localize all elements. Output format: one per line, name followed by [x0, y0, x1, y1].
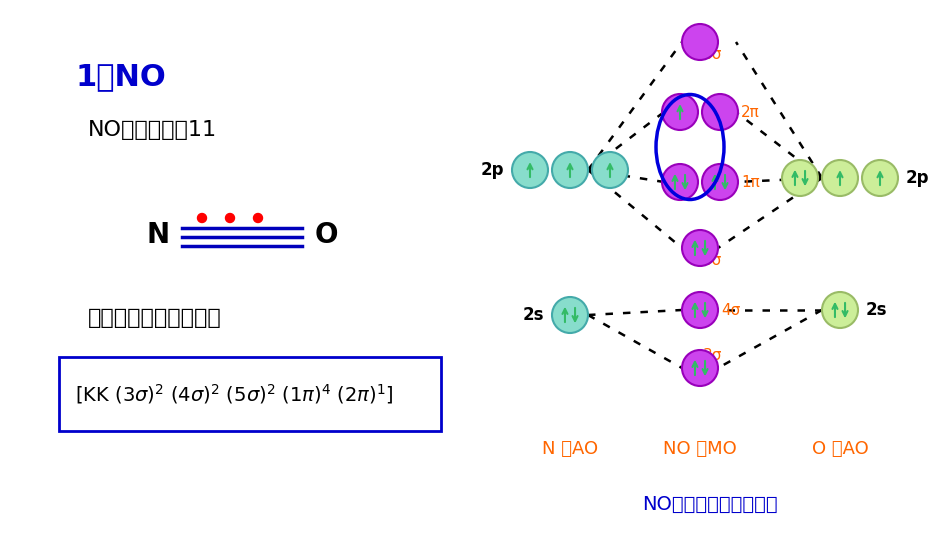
Text: 2s: 2s	[522, 306, 544, 324]
Circle shape	[552, 297, 588, 333]
Circle shape	[862, 160, 898, 196]
Text: 分子轨道表示式如下：: 分子轨道表示式如下：	[88, 308, 221, 328]
Text: NO 的MO: NO 的MO	[663, 440, 737, 458]
Circle shape	[682, 292, 718, 328]
Text: 4σ: 4σ	[721, 302, 740, 317]
Circle shape	[552, 152, 588, 188]
Text: 2p: 2p	[906, 169, 929, 187]
Text: NO分子轨道的能级示意: NO分子轨道的能级示意	[642, 495, 778, 514]
Text: 2p: 2p	[481, 161, 504, 179]
Circle shape	[662, 164, 698, 200]
Circle shape	[822, 292, 858, 328]
Text: $[\mathrm{KK}\ (3\sigma)^2\ (4\sigma)^2\ (5\sigma)^2\ (1\pi)^4\ (2\pi)^1]$: $[\mathrm{KK}\ (3\sigma)^2\ (4\sigma)^2\…	[75, 382, 393, 406]
Circle shape	[682, 350, 718, 386]
Text: 1．NO: 1．NO	[75, 62, 165, 91]
Text: 5σ: 5σ	[703, 253, 722, 268]
Text: 2π: 2π	[741, 104, 760, 119]
Circle shape	[662, 94, 698, 130]
Circle shape	[702, 164, 738, 200]
Circle shape	[682, 24, 718, 60]
Text: 1π: 1π	[741, 174, 760, 189]
Text: 2s: 2s	[866, 301, 887, 319]
Circle shape	[682, 230, 718, 266]
Circle shape	[822, 160, 858, 196]
Text: N: N	[147, 221, 170, 249]
Text: O 的AO: O 的AO	[811, 440, 868, 458]
Circle shape	[702, 94, 738, 130]
Text: 6σ: 6σ	[703, 47, 723, 62]
Circle shape	[512, 152, 548, 188]
Circle shape	[254, 213, 262, 223]
Circle shape	[592, 152, 628, 188]
Text: O: O	[315, 221, 338, 249]
Text: NO价电子数为11: NO价电子数为11	[88, 120, 218, 140]
Text: 3σ: 3σ	[703, 348, 723, 363]
Circle shape	[225, 213, 235, 223]
Circle shape	[782, 160, 818, 196]
FancyBboxPatch shape	[59, 357, 441, 431]
Circle shape	[198, 213, 206, 223]
Text: N 的AO: N 的AO	[542, 440, 598, 458]
